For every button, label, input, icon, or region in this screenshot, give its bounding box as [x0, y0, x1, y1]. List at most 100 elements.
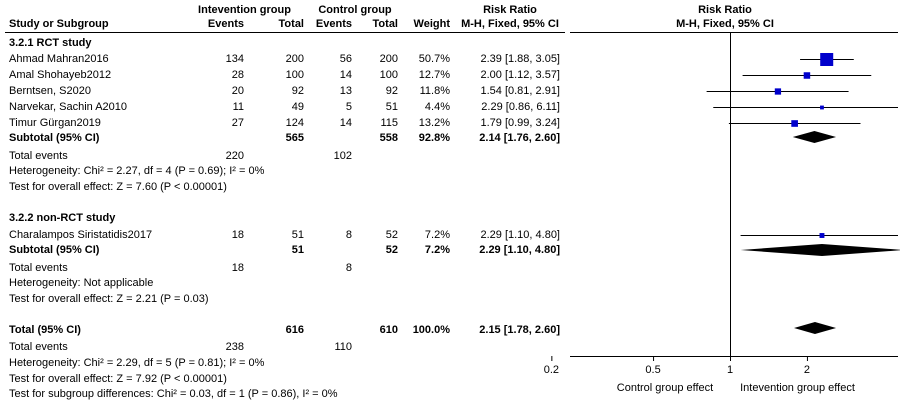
overall-effect-text: Test for overall effect: Z = 7.60 (P < 0…: [9, 181, 227, 193]
subtotal-ci: 2.29 [1.10, 4.80]: [479, 244, 560, 256]
total-2: 200: [379, 53, 398, 65]
tick-label: 1: [727, 364, 733, 376]
header-risk-ratio: Risk Ratio: [483, 4, 537, 16]
weight: 7.2%: [424, 229, 450, 241]
overall-effect-text: Test for overall effect: Z = 2.21 (P = 0…: [9, 293, 209, 305]
total-1: 124: [285, 117, 304, 129]
total-events-1: 220: [225, 150, 244, 162]
risk-ratio-ci: 2.00 [1.12, 3.57]: [480, 69, 560, 81]
study-name: Charalampos Siristatidis2017: [9, 229, 153, 241]
header-weight: Weight: [413, 18, 450, 30]
events-1: 18: [231, 229, 244, 241]
weight: 50.7%: [418, 53, 450, 65]
total-events-1: 238: [225, 341, 244, 353]
subtotal-ci: 2.14 [1.76, 2.60]: [479, 132, 560, 144]
total-events-2: 110: [334, 341, 352, 353]
weight: 4.4%: [424, 101, 450, 113]
subgroup-title: 3.2.1 RCT study: [9, 37, 92, 49]
study-name: Berntsen, S2020: [9, 85, 91, 97]
header-events-2: Events: [315, 18, 352, 30]
events-1: 28: [231, 69, 244, 81]
study-square: [774, 88, 782, 95]
weight: 13.2%: [418, 117, 450, 129]
risk-ratio-ci: 1.79 [0.99, 3.24]: [480, 117, 560, 129]
total-events-1: 18: [231, 262, 244, 274]
subtotal-diamond: [740, 244, 900, 256]
events-1: 20: [231, 85, 244, 97]
weight: 11.8%: [419, 85, 450, 97]
heterogeneity-text: Heterogeneity: Chi² = 2.27, df = 4 (P = …: [9, 165, 265, 177]
events-1: 27: [231, 117, 244, 129]
total-1: 49: [291, 101, 304, 113]
subtotal-label: Subtotal (95% CI): [9, 132, 100, 144]
study-square: [819, 233, 825, 238]
subgroup-title: 3.2.2 non-RCT study: [9, 212, 116, 224]
events-1: 134: [225, 53, 244, 65]
header-study: Study or Subgroup: [9, 18, 109, 30]
header-intervention-group: Intevention group: [198, 4, 291, 16]
risk-ratio-ci: 2.29 [1.10, 4.80]: [480, 229, 560, 241]
total-events-label: Total events: [9, 262, 68, 274]
events-2: 56: [339, 53, 352, 65]
header-rule: [5, 32, 565, 33]
subtotal-weight: 7.2%: [424, 244, 450, 256]
total-2: 115: [380, 117, 398, 129]
total-2: 51: [385, 101, 398, 113]
events-2: 5: [345, 101, 352, 113]
plot-header-rule: [570, 32, 898, 33]
overall-diamond: [794, 322, 837, 334]
header-total-2: Total: [372, 18, 398, 30]
total-1: 92: [291, 85, 304, 97]
heterogeneity-text: Heterogeneity: Chi² = 2.29, df = 5 (P = …: [9, 357, 265, 369]
subtotal-total-1: 565: [285, 132, 304, 144]
weight: 12.7%: [418, 69, 450, 81]
total-1: 100: [285, 69, 304, 81]
study-name: Timur Gürgan2019: [9, 117, 101, 129]
total-ci: 2.15 [1.78, 2.60]: [479, 324, 560, 336]
total-total-1: 616: [285, 324, 304, 336]
total-events-label: Total events: [9, 341, 68, 353]
total-label: Total (95% CI): [9, 324, 81, 336]
events-2: 14: [339, 117, 352, 129]
events-1: 11: [232, 101, 244, 113]
tick-label: 2: [804, 364, 810, 376]
subtotal-diamond: [792, 131, 837, 143]
study-square: [791, 120, 798, 127]
total-weight: 100.0%: [412, 324, 450, 336]
total-events-2: 102: [333, 150, 352, 162]
total-events-2: 8: [345, 262, 352, 274]
subgroup-differences-text: Test for subgroup differences: Chi² = 0.…: [9, 388, 338, 400]
axis-label-left: Control group effect: [616, 382, 714, 394]
total-total-2: 610: [379, 324, 398, 336]
plot-header-risk-ratio: Risk Ratio: [698, 4, 752, 16]
overall-effect-text: Test for overall effect: Z = 7.92 (P < 0…: [9, 373, 227, 385]
heterogeneity-text: Heterogeneity: Not applicable: [9, 277, 154, 289]
study-square: [820, 105, 824, 110]
subtotal-weight: 92.8%: [418, 132, 450, 144]
study-name: Ahmad Mahran2016: [9, 53, 109, 65]
study-name: Narvekar, Sachin A2010: [9, 101, 128, 113]
events-2: 14: [339, 69, 352, 81]
tick-label: 0.5: [645, 364, 660, 376]
total-1: 200: [285, 53, 304, 65]
header-total-1: Total: [278, 18, 304, 30]
tick-label: 0.2: [544, 364, 559, 376]
total-2: 92: [385, 85, 398, 97]
events-2: 13: [339, 85, 352, 97]
header-rr-method: M-H, Fixed, 95% CI: [461, 18, 559, 30]
risk-ratio-ci: 2.39 [1.88, 3.05]: [480, 53, 560, 65]
subtotal-total-1: 51: [291, 244, 304, 256]
risk-ratio-ci: 2.29 [0.86, 6.11]: [481, 101, 560, 113]
total-1: 51: [291, 229, 304, 241]
axis-label-right: Intevention group effect: [740, 382, 855, 394]
total-events-label: Total events: [9, 150, 68, 162]
header-control-group: Control group: [318, 4, 392, 16]
plot-header-method: M-H, Fixed, 95% CI: [676, 18, 774, 30]
subtotal-total-2: 558: [379, 132, 398, 144]
study-name: Amal Shohayeb2012: [9, 69, 112, 81]
study-square: [803, 72, 811, 79]
subtotal-label: Subtotal (95% CI): [9, 244, 100, 256]
subtotal-total-2: 52: [385, 244, 398, 256]
header-events-1: Events: [207, 18, 244, 30]
